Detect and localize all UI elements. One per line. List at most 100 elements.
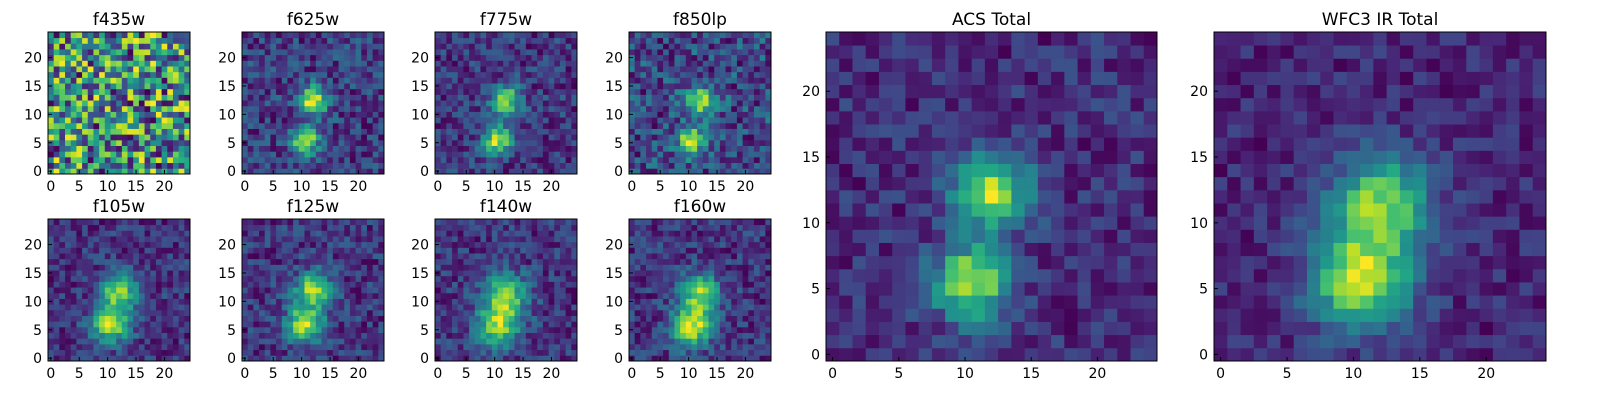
heatmap-cell xyxy=(680,122,687,129)
heatmap-cell xyxy=(242,304,249,311)
heatmap-cell xyxy=(765,343,772,351)
heatmap-cell xyxy=(48,37,55,44)
heatmap-cell xyxy=(121,309,128,316)
heatmap-cell xyxy=(247,88,254,95)
heatmap-cell xyxy=(366,156,374,164)
x-tick-label: 10 xyxy=(293,179,311,195)
heatmap-cell xyxy=(440,292,447,299)
heatmap-cell xyxy=(355,151,362,158)
heatmap-cell xyxy=(82,162,89,169)
heatmap-cell xyxy=(765,309,772,316)
heatmap-cell xyxy=(338,60,345,67)
heatmap-cell xyxy=(327,134,334,141)
heatmap-cell xyxy=(725,128,732,135)
heatmap-cell xyxy=(161,275,168,282)
heatmap-cell xyxy=(571,224,578,231)
heatmap-cell xyxy=(121,49,128,56)
heatmap-cell xyxy=(161,162,168,169)
heatmap-cell xyxy=(70,275,77,282)
heatmap-cell xyxy=(349,77,356,84)
heatmap-cell xyxy=(116,236,123,243)
heatmap-cell xyxy=(554,77,561,84)
heatmap-cell xyxy=(321,122,328,129)
heatmap-cell xyxy=(765,162,772,169)
heatmap-cell xyxy=(497,128,504,135)
heatmap-cell xyxy=(531,309,538,316)
heatmap-cell xyxy=(646,332,653,339)
heatmap-cell xyxy=(629,321,636,328)
heatmap-cell xyxy=(378,326,385,333)
heatmap-cell xyxy=(184,264,191,271)
heatmap-cell xyxy=(349,270,356,277)
heatmap-cell xyxy=(276,349,283,356)
heatmap-cell xyxy=(293,309,300,316)
heatmap-cell xyxy=(247,122,254,129)
heatmap-cell xyxy=(753,37,761,44)
heatmap-cell xyxy=(685,43,692,50)
heatmap-cell xyxy=(491,349,498,356)
heatmap-cell xyxy=(70,128,77,135)
heatmap-cell xyxy=(247,298,254,305)
heatmap-cell xyxy=(674,37,681,44)
heatmap-cell xyxy=(491,128,498,135)
heatmap-cell xyxy=(537,219,544,226)
heatmap-cell xyxy=(259,236,266,243)
heatmap-cell xyxy=(765,287,772,294)
heatmap-cell xyxy=(287,349,294,356)
heatmap-cell xyxy=(349,151,356,158)
heatmap-cell xyxy=(514,83,521,90)
y-tick-label: 5 xyxy=(33,323,42,339)
heatmap-cell xyxy=(725,162,732,169)
heatmap-cell xyxy=(104,343,111,351)
heatmap-cell xyxy=(378,315,385,322)
heatmap-cell xyxy=(537,134,544,141)
heatmap-cell xyxy=(253,49,260,56)
heatmap-cell xyxy=(702,338,709,345)
heatmap-cell xyxy=(685,145,692,152)
heatmap-cell xyxy=(748,94,755,101)
heatmap-cell xyxy=(663,32,670,39)
heatmap-cell xyxy=(759,151,766,158)
heatmap-cell xyxy=(736,88,743,95)
heatmap-cell xyxy=(372,43,379,50)
heatmap-cell xyxy=(270,111,277,118)
heatmap-cell xyxy=(161,54,168,61)
heatmap-cell xyxy=(685,37,692,44)
heatmap-cell xyxy=(497,241,504,248)
heatmap-cell xyxy=(76,219,83,226)
y-tick-label: 10 xyxy=(24,294,42,310)
heatmap-cell xyxy=(491,298,498,305)
heatmap-cell xyxy=(554,37,561,44)
heatmap-cell xyxy=(565,230,572,237)
heatmap-cell xyxy=(640,275,647,282)
heatmap-cell xyxy=(463,321,470,328)
heatmap-cell xyxy=(349,343,356,351)
heatmap-cell xyxy=(440,128,447,135)
heatmap-cell xyxy=(520,270,527,277)
heatmap-cell xyxy=(514,151,521,158)
y-tick-label: 0 xyxy=(227,164,236,180)
heatmap-cell xyxy=(685,326,692,333)
heatmap-cell xyxy=(469,332,476,339)
heatmap-cell xyxy=(327,122,334,129)
heatmap-cell xyxy=(65,122,72,129)
heatmap-cell xyxy=(748,111,755,118)
heatmap-cell xyxy=(281,134,288,141)
heatmap-cell xyxy=(70,287,77,294)
heatmap-cell xyxy=(685,321,692,328)
heatmap-cell xyxy=(121,304,128,311)
heatmap-cell xyxy=(440,247,447,254)
heatmap-cell xyxy=(138,236,145,243)
heatmap-cell xyxy=(87,168,94,175)
heatmap-cell xyxy=(486,88,493,95)
heatmap-cell xyxy=(276,122,283,129)
heatmap-cell xyxy=(310,83,317,90)
heatmap-cell xyxy=(657,122,664,129)
heatmap-cell xyxy=(508,309,515,316)
heatmap-cell xyxy=(247,224,254,231)
heatmap-cell xyxy=(542,338,549,345)
heatmap-cell xyxy=(514,281,521,288)
heatmap-cell xyxy=(361,77,368,84)
heatmap-cell xyxy=(70,117,77,124)
heatmap-cell xyxy=(167,326,174,333)
